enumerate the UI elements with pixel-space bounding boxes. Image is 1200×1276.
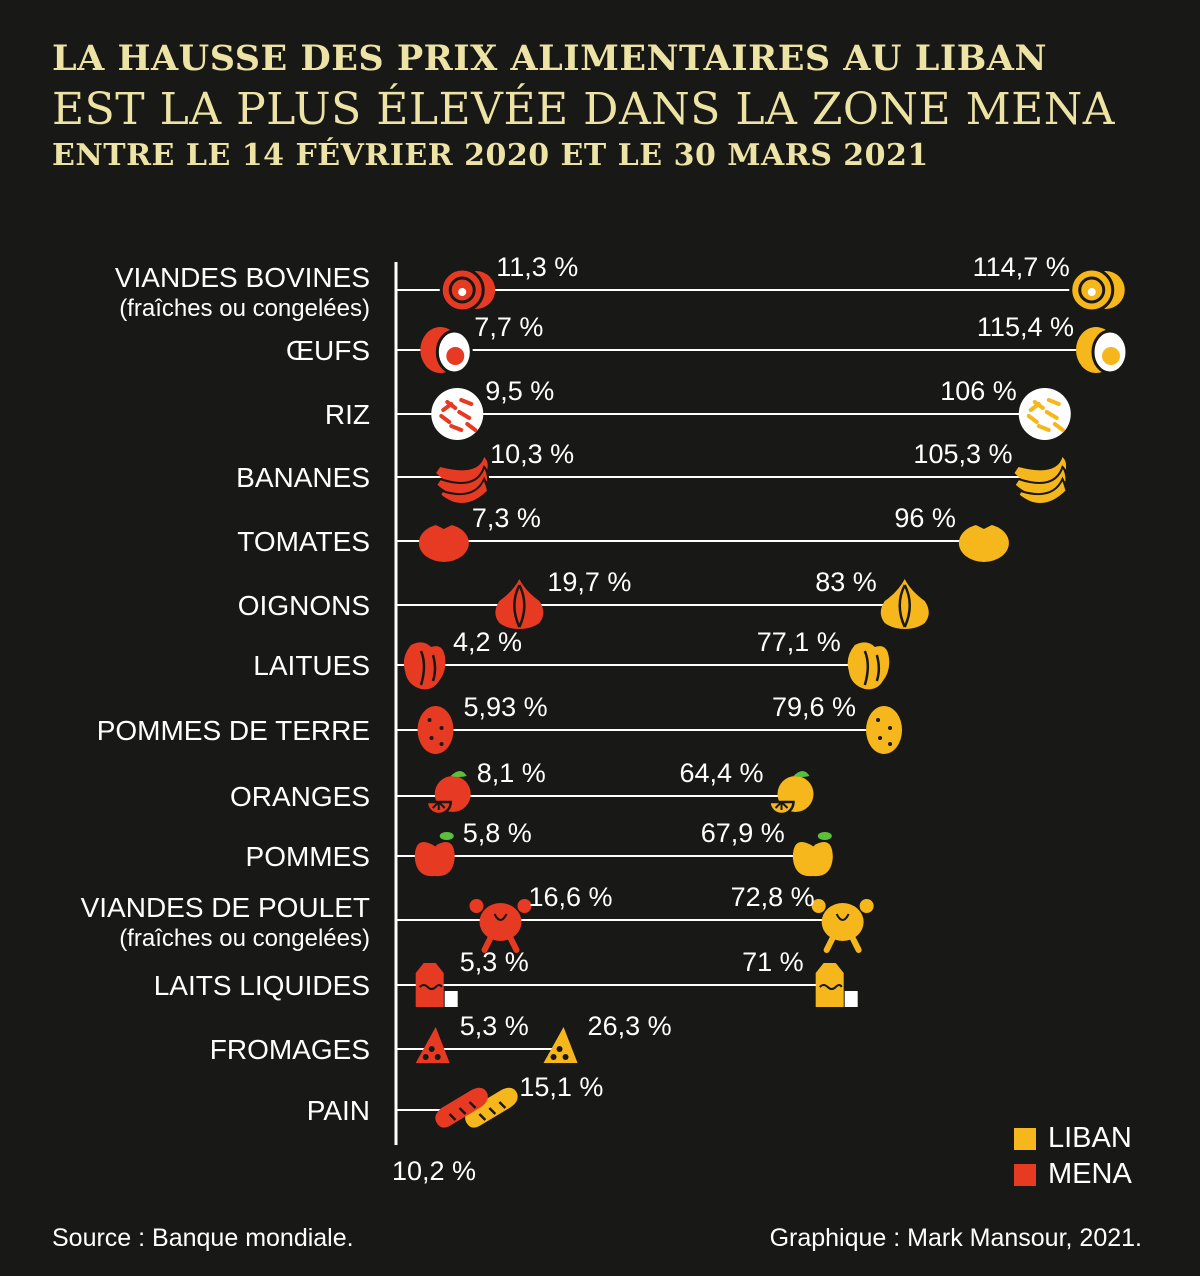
liban-value-label: 96 % [894, 503, 956, 533]
milk-icon-mena [415, 963, 458, 1007]
mena-value-label: 8,1 % [477, 758, 546, 788]
source-note: Source : Banque mondiale. [52, 1224, 354, 1252]
rice-icon-mena [431, 388, 484, 440]
liban-value-label: 115,4 % [977, 312, 1074, 342]
category-label: LAITS LIQUIDES [154, 970, 370, 1001]
chart-rows: VIANDES BOVINES(fraîches ou congelées)11… [81, 252, 1129, 1128]
lettuce-icon-mena [403, 642, 446, 690]
category-label: OIGNONS [238, 590, 370, 621]
bread-icon-mena [435, 1087, 488, 1128]
banana-icon-mena [434, 457, 490, 505]
tomato-icon-liban [958, 515, 1009, 562]
tomato-icon-mena [418, 515, 469, 562]
liban-value-label: 15,1 % [519, 1072, 603, 1102]
category-label: VIANDES DE POULET [81, 892, 370, 923]
liban-value-label: 72,8 % [731, 882, 815, 912]
liban-value-label: 64,4 % [679, 758, 763, 788]
category-label: LAITUES [253, 650, 370, 681]
category-label: BANANES [236, 462, 370, 493]
liban-value-label: 114,7 % [973, 252, 1070, 282]
beef-steak-icon-liban [1069, 267, 1125, 313]
legend-liban-swatch [1014, 1128, 1036, 1150]
liban-value-label: 79,6 % [772, 692, 856, 722]
egg-icon-mena [420, 327, 473, 375]
milk-icon-liban [815, 963, 858, 1007]
category-sublabel: (fraîches ou congelées) [119, 925, 370, 952]
mena-value-label: 5,3 % [460, 947, 529, 977]
chicken-icon-liban [811, 899, 874, 953]
category-sublabel: (fraîches ou congelées) [119, 295, 370, 322]
mena-value-label: 5,8 % [463, 818, 532, 848]
title-line-2: EST LA PLUS ÉLEVÉE DANS LA ZONE MENA [52, 84, 1116, 135]
mena-value-label: 7,3 % [472, 503, 541, 533]
liban-value-label: 67,9 % [701, 818, 785, 848]
liban-value-label: 83 % [815, 567, 877, 597]
lettuce-icon-liban [847, 642, 890, 690]
cheese-icon-liban [543, 1027, 578, 1063]
mena-value-label: 10,3 % [490, 439, 574, 469]
liban-value-label: 106 % [940, 376, 1017, 406]
potato-icon-liban [866, 706, 903, 754]
category-label: ŒUFS [286, 335, 370, 366]
category-label: PAIN [307, 1095, 370, 1126]
title-line-1: LA HAUSSE DES PRIX ALIMENTAIRES AU LIBAN [52, 38, 1047, 79]
axis-origin-label: 10,2 % [392, 1156, 476, 1186]
category-label: TOMATES [237, 526, 370, 557]
mena-value-label: 11,3 % [496, 252, 578, 282]
mena-value-label: 19,7 % [547, 567, 631, 597]
category-label: VIANDES BOVINES [115, 262, 370, 293]
potato-icon-mena [417, 706, 454, 754]
beef-steak-icon-mena [439, 267, 496, 313]
rice-icon-liban [1018, 388, 1071, 440]
onion-icon-liban [880, 579, 929, 629]
category-label: POMMES [246, 841, 370, 872]
mena-value-label: 5,93 % [464, 692, 548, 722]
liban-value-label: 71 % [742, 947, 804, 977]
cheese-icon-mena [415, 1027, 450, 1063]
title-line-3: ENTRE LE 14 FÉVRIER 2020 ET LE 30 MARS 2… [52, 138, 929, 173]
egg-icon-liban [1076, 327, 1129, 375]
orange-icon-liban [768, 771, 814, 816]
liban-value-label: 77,1 % [757, 627, 841, 657]
legend: LIBAN MENA [1014, 1122, 1132, 1190]
apple-icon-mena [414, 832, 455, 877]
legend-mena-swatch [1014, 1164, 1036, 1186]
apple-icon-liban [792, 832, 833, 877]
mena-value-label: 9,5 % [485, 376, 554, 406]
credit-note: Graphique : Mark Mansour, 2021. [769, 1224, 1142, 1252]
category-label: FROMAGES [210, 1034, 370, 1065]
orange-icon-mena [425, 771, 471, 816]
chicken-icon-mena [469, 899, 532, 953]
mena-value-label: 4,2 % [453, 627, 522, 657]
liban-value-label: 105,3 % [913, 439, 1012, 469]
bread-icon-liban [465, 1087, 518, 1128]
onion-icon-mena [495, 579, 544, 629]
category-label: POMMES DE TERRE [97, 715, 370, 746]
category-label: ORANGES [230, 781, 370, 812]
banana-icon-liban [1013, 457, 1068, 505]
category-label: RIZ [325, 399, 370, 430]
mena-value-label: 5,3 % [460, 1011, 529, 1041]
mena-value-label: 16,6 % [528, 882, 612, 912]
liban-value-label: 26,3 % [588, 1011, 672, 1041]
mena-value-label: 7,7 % [474, 312, 543, 342]
legend-mena-label: MENA [1048, 1158, 1132, 1190]
legend-liban-label: LIBAN [1048, 1122, 1132, 1154]
